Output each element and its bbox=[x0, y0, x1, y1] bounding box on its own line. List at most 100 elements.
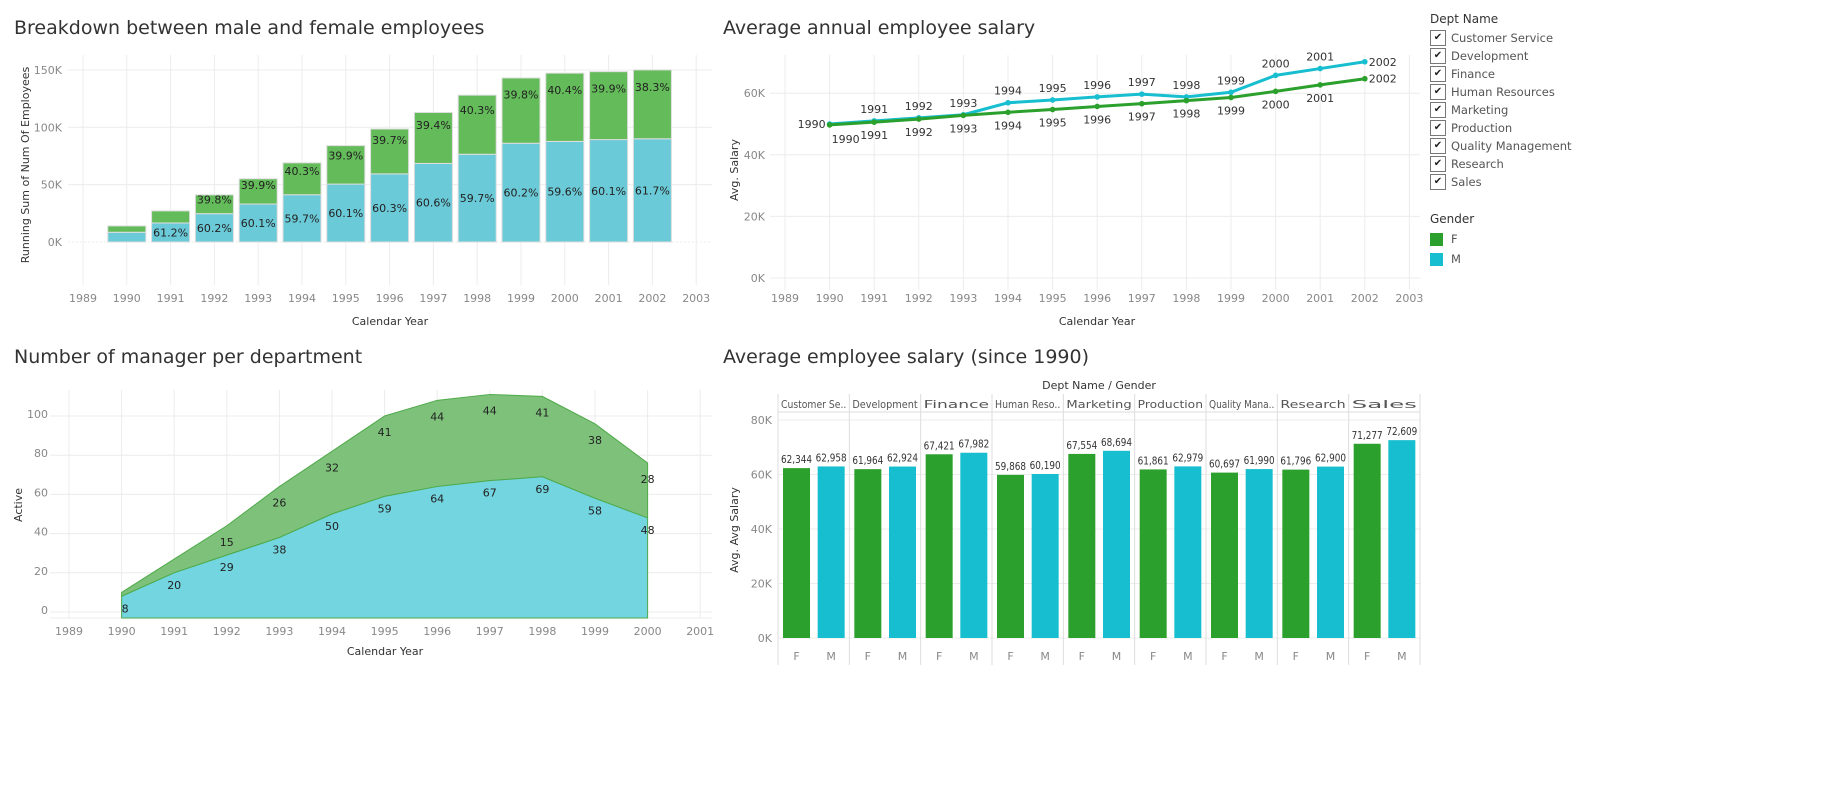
dept-filter-item[interactable]: ✔ Human Resources bbox=[1430, 83, 1572, 101]
legend-label-m: M bbox=[1451, 252, 1461, 266]
y-tick-label: 20K bbox=[744, 210, 766, 223]
y-tick-label: 0K bbox=[758, 632, 773, 645]
bar-male bbox=[238, 203, 278, 243]
dept-filter-item[interactable]: ✔ Quality Management bbox=[1430, 137, 1572, 155]
y-tick-label: 0 bbox=[41, 604, 48, 617]
point-m bbox=[1362, 58, 1368, 65]
dept-filter-item[interactable]: ✔ Production bbox=[1430, 119, 1572, 137]
point-m bbox=[1228, 89, 1234, 96]
x-tick-label: 1994 bbox=[994, 292, 1022, 305]
gender-legend-item-m[interactable]: M bbox=[1430, 249, 1474, 269]
area-label-male: 29 bbox=[220, 561, 234, 574]
x-tick-label: 1996 bbox=[1083, 292, 1111, 305]
bar-label-male: 61.7% bbox=[635, 184, 670, 197]
point-m bbox=[1094, 94, 1100, 100]
point-m bbox=[1272, 72, 1279, 79]
checkbox-icon[interactable]: ✔ bbox=[1430, 66, 1446, 82]
point-f bbox=[1362, 75, 1368, 82]
dept-filter-label: Customer Service bbox=[1451, 31, 1554, 45]
y-axis-title: Avg. Avg Salary bbox=[728, 487, 741, 573]
x-tick-label: 1992 bbox=[213, 625, 241, 638]
dept-filter-item[interactable]: ✔ Research bbox=[1430, 155, 1572, 173]
area-label-female: 41 bbox=[535, 406, 549, 419]
bar-male bbox=[107, 231, 147, 243]
checkbox-icon[interactable]: ✔ bbox=[1430, 174, 1446, 190]
bar-female bbox=[370, 128, 410, 175]
checkbox-icon[interactable]: ✔ bbox=[1430, 120, 1446, 136]
dept-header: Production bbox=[1138, 398, 1203, 411]
x-tick-label: 1993 bbox=[265, 625, 293, 638]
gender-tick-label: F bbox=[1221, 650, 1227, 663]
point-label: 2001 bbox=[1306, 92, 1334, 105]
bar-female bbox=[413, 112, 453, 164]
point-label: 1999 bbox=[1217, 74, 1245, 87]
bar-label-male: 60.1% bbox=[328, 207, 363, 220]
y-tick-label: 80 bbox=[34, 447, 48, 460]
point-label: 1991 bbox=[860, 129, 888, 142]
dept-filter-item[interactable]: ✔ Marketing bbox=[1430, 101, 1572, 119]
area-label-male: 48 bbox=[641, 524, 655, 537]
bar-value-label: 67,554 bbox=[1066, 439, 1097, 452]
y-tick-label: 50K bbox=[41, 179, 63, 192]
checkbox-icon[interactable]: ✔ bbox=[1430, 84, 1446, 100]
x-tick-label: 1990 bbox=[816, 292, 844, 305]
chart-title-managers: Number of manager per department bbox=[14, 346, 363, 368]
dept-filter-label: Sales bbox=[1451, 175, 1482, 189]
dept-filter-item[interactable]: ✔ Development bbox=[1430, 47, 1572, 65]
x-tick-label: 1993 bbox=[244, 292, 272, 305]
dept-filter-label: Production bbox=[1451, 121, 1513, 135]
gender-tick-label: F bbox=[1150, 650, 1156, 663]
point-label: 1997 bbox=[1128, 111, 1156, 124]
bar-f bbox=[1068, 453, 1096, 638]
bar-female bbox=[282, 162, 322, 196]
bar-female bbox=[632, 69, 672, 140]
point-f bbox=[1183, 97, 1190, 104]
dept-filter-label: Human Resources bbox=[1451, 85, 1555, 99]
dept-header: Human Reso.. bbox=[995, 398, 1060, 411]
dept-filter-item[interactable]: ✔ Customer Service bbox=[1430, 29, 1572, 47]
bar-female bbox=[501, 77, 541, 144]
area-label-female: 44 bbox=[430, 410, 444, 423]
color-swatch-f bbox=[1430, 232, 1443, 246]
area-label-female: 26 bbox=[272, 497, 286, 510]
point-label: 1998 bbox=[1172, 79, 1200, 92]
point-f bbox=[1139, 100, 1145, 107]
checkbox-icon[interactable]: ✔ bbox=[1430, 156, 1446, 172]
y-tick-label: 0K bbox=[48, 236, 63, 249]
bar-value-label: 61,796 bbox=[1280, 455, 1311, 468]
dept-filter-item[interactable]: ✔ Sales bbox=[1430, 173, 1572, 191]
dept-filter-label: Research bbox=[1451, 157, 1504, 171]
bar-value-label: 71,277 bbox=[1352, 429, 1383, 442]
checkbox-icon[interactable]: ✔ bbox=[1430, 48, 1446, 64]
bar-m bbox=[1245, 469, 1273, 638]
dept-filter-item[interactable]: ✔ Finance bbox=[1430, 65, 1572, 83]
point-label: 1990 bbox=[832, 133, 860, 146]
bar-f bbox=[925, 454, 953, 638]
dept-filter-legend: Dept Name ✔ Customer Service ✔ Development ✔… bbox=[1430, 12, 1572, 191]
bar-m bbox=[889, 466, 916, 638]
checkbox-icon[interactable]: ✔ bbox=[1430, 138, 1446, 154]
point-f bbox=[826, 122, 833, 128]
x-axis-title: Calendar Year bbox=[1059, 315, 1136, 328]
y-tick-label: 0K bbox=[751, 272, 766, 285]
area-label-male: 64 bbox=[430, 493, 444, 506]
bar-label-male: 60.3% bbox=[372, 202, 407, 215]
x-tick-label: 1989 bbox=[771, 292, 799, 305]
dept-filter-label: Quality Management bbox=[1451, 139, 1572, 153]
bar-f bbox=[854, 469, 882, 638]
x-tick-label: 1991 bbox=[860, 292, 888, 305]
bar-male bbox=[589, 139, 629, 243]
bar-label-male: 60.2% bbox=[197, 222, 232, 235]
x-tick-label: 1989 bbox=[69, 292, 97, 305]
x-tick-label: 1998 bbox=[528, 625, 556, 638]
x-tick-label: 2001 bbox=[686, 625, 714, 638]
checkbox-icon[interactable]: ✔ bbox=[1430, 102, 1446, 118]
y-tick-label: 100 bbox=[27, 408, 48, 421]
checkbox-icon[interactable]: ✔ bbox=[1430, 30, 1446, 46]
bar-female bbox=[457, 94, 497, 155]
x-tick-label: 1992 bbox=[200, 292, 228, 305]
point-label: 1999 bbox=[1217, 105, 1245, 118]
bar-f bbox=[997, 474, 1024, 638]
gender-legend-item-f[interactable]: F bbox=[1430, 229, 1474, 249]
gender-tick-label: M bbox=[826, 650, 836, 663]
